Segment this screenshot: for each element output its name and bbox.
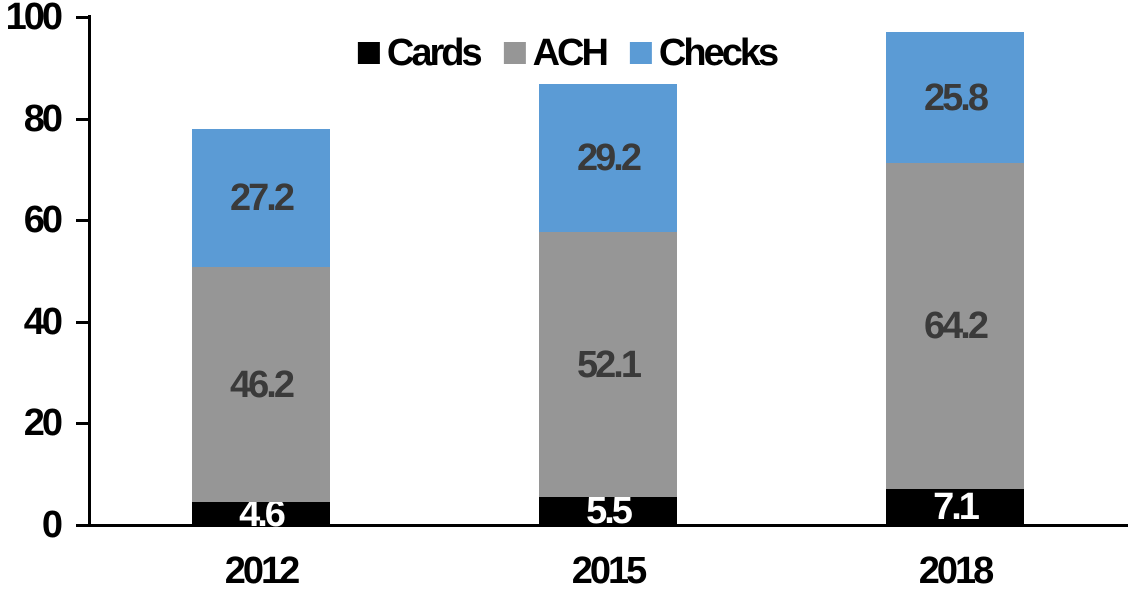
- bar-segment-ach-2015: 52.1: [539, 232, 677, 497]
- y-axis-line: [88, 15, 91, 527]
- bar-segment-checks-2015: 29.2: [539, 84, 677, 232]
- bar-segment-cards-2018: 7.1: [886, 486, 1024, 528]
- legend-label: Checks: [658, 32, 779, 74]
- y-axis-tick: [76, 16, 88, 19]
- y-axis-tick-label: 0: [41, 504, 63, 546]
- legend-item-checks: Checks: [629, 32, 779, 74]
- y-axis-tick: [76, 321, 88, 324]
- x-axis-label-2018: 2018: [918, 550, 995, 592]
- legend-swatch-icon: [629, 42, 652, 64]
- value-label: 27.2: [230, 177, 295, 219]
- y-axis-tick: [76, 524, 88, 527]
- value-label: 25.8: [924, 76, 989, 119]
- y-axis-tick: [76, 219, 88, 222]
- y-axis-tick-label: 100: [5, 0, 63, 38]
- bar-segment-ach-2018: 64.2: [886, 163, 1024, 489]
- x-axis-line: [88, 524, 1128, 527]
- y-axis-tick-label: 60: [23, 199, 63, 241]
- bar-segment-cards-2012: 4.6: [192, 495, 330, 533]
- bar-segment-checks-2012: 27.2: [192, 129, 330, 267]
- value-label: 29.2: [577, 137, 642, 179]
- bar-segment-ach-2012: 46.2: [192, 267, 330, 502]
- x-axis-label-2015: 2015: [571, 550, 648, 592]
- legend: Cards ACH Checks: [357, 32, 779, 74]
- value-label: 64.2: [924, 305, 989, 347]
- bar-segment-cards-2015: 5.5: [539, 492, 677, 530]
- value-label: 52.1: [577, 343, 642, 386]
- y-axis-tick-label: 40: [23, 301, 63, 343]
- value-label: 5.5: [586, 490, 633, 532]
- value-label: 7.1: [933, 486, 980, 528]
- legend-label: ACH: [532, 32, 609, 74]
- value-label: 46.2: [230, 363, 295, 406]
- legend-label: Cards: [386, 32, 483, 74]
- legend-swatch-icon: [503, 42, 526, 64]
- bar-segment-checks-2018: 25.8: [886, 32, 1024, 163]
- y-axis-tick-label: 20: [23, 402, 63, 444]
- y-axis-tick-label: 80: [23, 98, 63, 140]
- y-axis-tick: [76, 118, 88, 121]
- legend-item-ach: ACH: [503, 32, 609, 74]
- y-axis-tick: [76, 422, 88, 425]
- legend-item-cards: Cards: [357, 32, 483, 74]
- legend-swatch-icon: [357, 42, 380, 64]
- x-axis-label-2012: 2012: [224, 550, 301, 592]
